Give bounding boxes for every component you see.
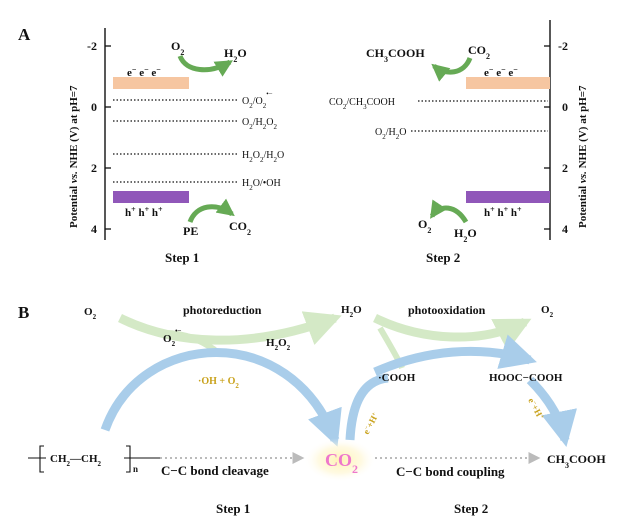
label-photoreduction: photoreduction	[183, 303, 262, 317]
y-axis-title-left: Potential vs. NHE (V) at pH=7	[68, 85, 80, 228]
label-superoxide: O2•−	[163, 327, 182, 348]
left-axis: -2 0 2 4	[87, 28, 111, 240]
level-label-superoxide: O2/O2•−	[242, 90, 273, 110]
tick-label: 2	[562, 161, 568, 175]
tick-label: 0	[562, 100, 568, 114]
label-oxalic-acid: HOOC−COOH	[489, 372, 563, 384]
electrons-left: e− e− e−	[127, 65, 161, 80]
reduction-arrow-step1	[177, 54, 234, 77]
oxidation-arrow-step2	[429, 199, 469, 224]
cleavage-arrow	[100, 348, 342, 447]
level-label-co2-acetic: CO2/CH3COOH	[329, 97, 395, 111]
label-polymer-n: n	[133, 464, 138, 474]
polymer-label-bg	[46, 450, 124, 465]
cooh-arrow	[345, 373, 389, 441]
caption-step2-a: Step 2	[426, 250, 460, 265]
label-photooxidation: photooxidation	[408, 303, 486, 317]
label-pe: PE	[183, 224, 198, 238]
holes-right: h+ h+ h+	[484, 205, 522, 220]
conduction-band-right	[466, 77, 550, 89]
label-acetic-step2: CH3COOH	[366, 46, 425, 64]
valence-band-right	[466, 191, 550, 203]
level-label-h2o-oh: H2O/•OH	[242, 178, 281, 192]
label-cooh-radical: ·COOH	[378, 372, 416, 384]
label-h2o-b: H2O	[341, 304, 362, 319]
label-co2-step2: CO2	[468, 43, 490, 61]
tick-label: 0	[91, 100, 97, 114]
label-h2o-step1: H2O	[224, 46, 247, 64]
tick-label: 2	[91, 161, 97, 175]
coupling-arrow-down	[526, 376, 577, 448]
label-o2-left: O2	[84, 306, 97, 321]
label-co2-center: CO2	[325, 450, 358, 476]
label-cc-cleavage: C−C bond cleavage	[161, 463, 269, 478]
holes-left: h+ h+ h+	[125, 205, 163, 220]
valence-band-left	[113, 191, 189, 203]
y-axis-title-right: Potential vs. NHE (V) at pH=7	[577, 85, 589, 228]
right-axis: -2 0 2 4	[544, 20, 568, 240]
caption-step1-b: Step 1	[216, 501, 250, 516]
label-o2-step2: O2	[418, 217, 431, 235]
level-label-o2-h2o: O2/H2O	[375, 127, 406, 141]
tick-label: 4	[91, 222, 97, 236]
label-oh-o2: ·OH + O2	[198, 376, 239, 390]
label-cc-coupling: C−C bond coupling	[396, 464, 505, 479]
label-h2o-step2: H2O	[454, 226, 477, 244]
tick-label: -2	[87, 39, 97, 53]
electrons-right: e− e− e−	[484, 65, 518, 80]
label-o2-right: O2	[541, 304, 554, 319]
conduction-band-left	[113, 77, 189, 89]
panel-b-label: B	[18, 303, 29, 322]
tick-label: 4	[562, 222, 568, 236]
caption-step2-b: Step 2	[454, 501, 488, 516]
oxidation-arrow-step1	[187, 198, 235, 224]
photoreduction-arrow	[118, 311, 342, 345]
caption-step1-a: Step 1	[165, 250, 199, 265]
co2-glow	[304, 438, 376, 482]
tick-label: -2	[558, 39, 568, 53]
label-acetic-acid: CH3COOH	[547, 452, 606, 470]
reduction-arrow-step2	[431, 56, 473, 82]
label-polymer: CH2—CH2	[50, 453, 102, 468]
label-h2o2: H2O2	[266, 337, 291, 352]
branch-arrow	[164, 330, 217, 353]
level-label-h2o2: O2/H2O2	[242, 117, 277, 131]
coupling-arrow-top	[373, 334, 537, 377]
photooxidation-arrow	[373, 313, 532, 352]
label-co2-step1: CO2	[229, 219, 251, 237]
label-o2-step1: O2	[171, 39, 184, 57]
level-label-h2o2-h2o: H2O2/H2O	[242, 150, 284, 164]
label-e-h-1: e−+H+	[361, 410, 381, 435]
panel-a-label: A	[18, 25, 31, 44]
